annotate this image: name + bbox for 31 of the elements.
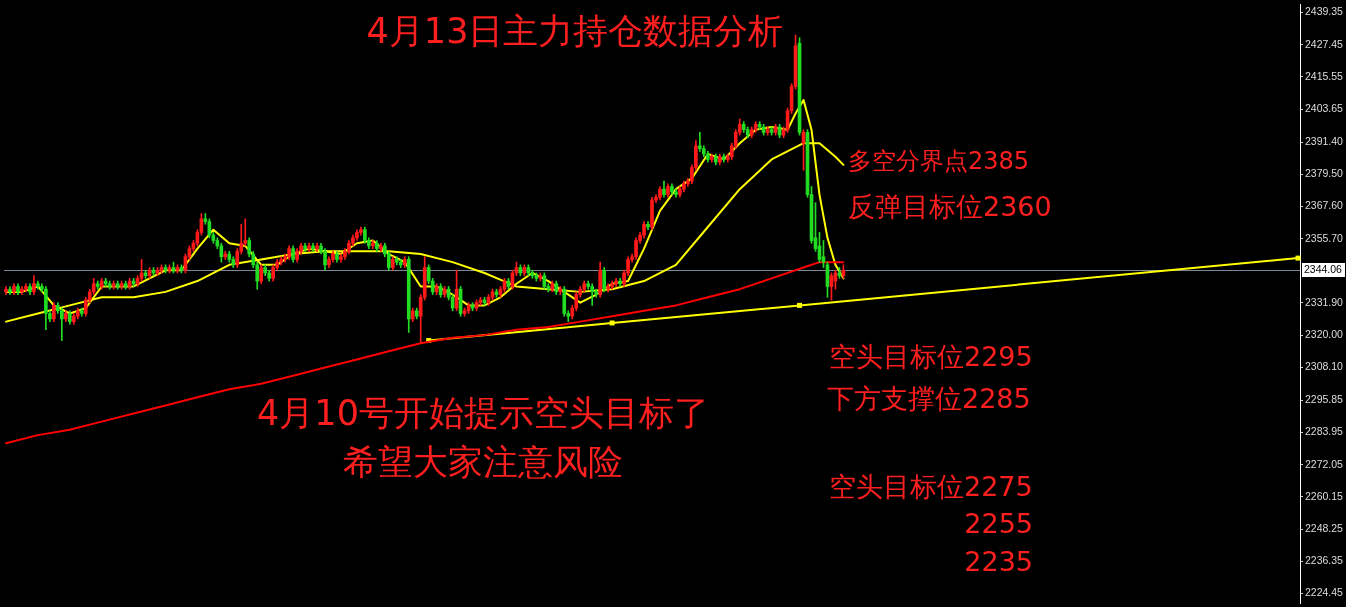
annotation: 2255 (964, 508, 1033, 539)
y-tick-label: 2415.55 (1305, 69, 1344, 82)
annotation: 多空分界点2385 (848, 147, 1030, 175)
y-tick-label: 2331.90 (1305, 295, 1344, 308)
y-tick-label: 2224.45 (1305, 586, 1344, 599)
y-tick-label: 2236.35 (1305, 554, 1344, 567)
annotation: 空头目标位2275 (829, 471, 1033, 502)
y-tick-label: 2427.45 (1305, 37, 1344, 50)
annotation: 下方支撑位2285 (827, 383, 1031, 414)
annotation: 4月10号开始提示空头目标了 (257, 393, 709, 433)
annotation: 2235 (964, 546, 1033, 577)
y-tick-label: 2283.95 (1305, 425, 1344, 438)
y-tick-label: 2295.85 (1305, 393, 1344, 406)
y-tick-label: 2320.00 (1305, 328, 1344, 341)
y-tick-label: 2367.60 (1305, 199, 1344, 212)
y-tick-label: 2355.70 (1305, 231, 1344, 244)
annotation: 反弹目标位2360 (848, 191, 1052, 222)
y-tick-label: 2308.10 (1305, 360, 1344, 373)
y-tick-label: 2391.40 (1305, 135, 1344, 148)
y-tick-label: 2439.35 (1305, 5, 1344, 18)
y-tick-label: 2379.50 (1305, 167, 1344, 180)
point (609, 320, 615, 326)
y-tick-label: 2260.15 (1305, 489, 1344, 502)
chart-title: 4月13日主力持仓数据分析 (366, 11, 784, 51)
point (797, 302, 803, 308)
annotation: 希望大家注意风险 (343, 442, 623, 482)
y-tick-label: 2403.65 (1305, 101, 1344, 114)
y-tick-label: 2272.05 (1305, 457, 1344, 470)
ref-line-label: 2344.06 (1304, 263, 1343, 276)
annotation: 空头目标位2295 (829, 341, 1033, 372)
y-tick-label: 2248.25 (1305, 521, 1344, 534)
